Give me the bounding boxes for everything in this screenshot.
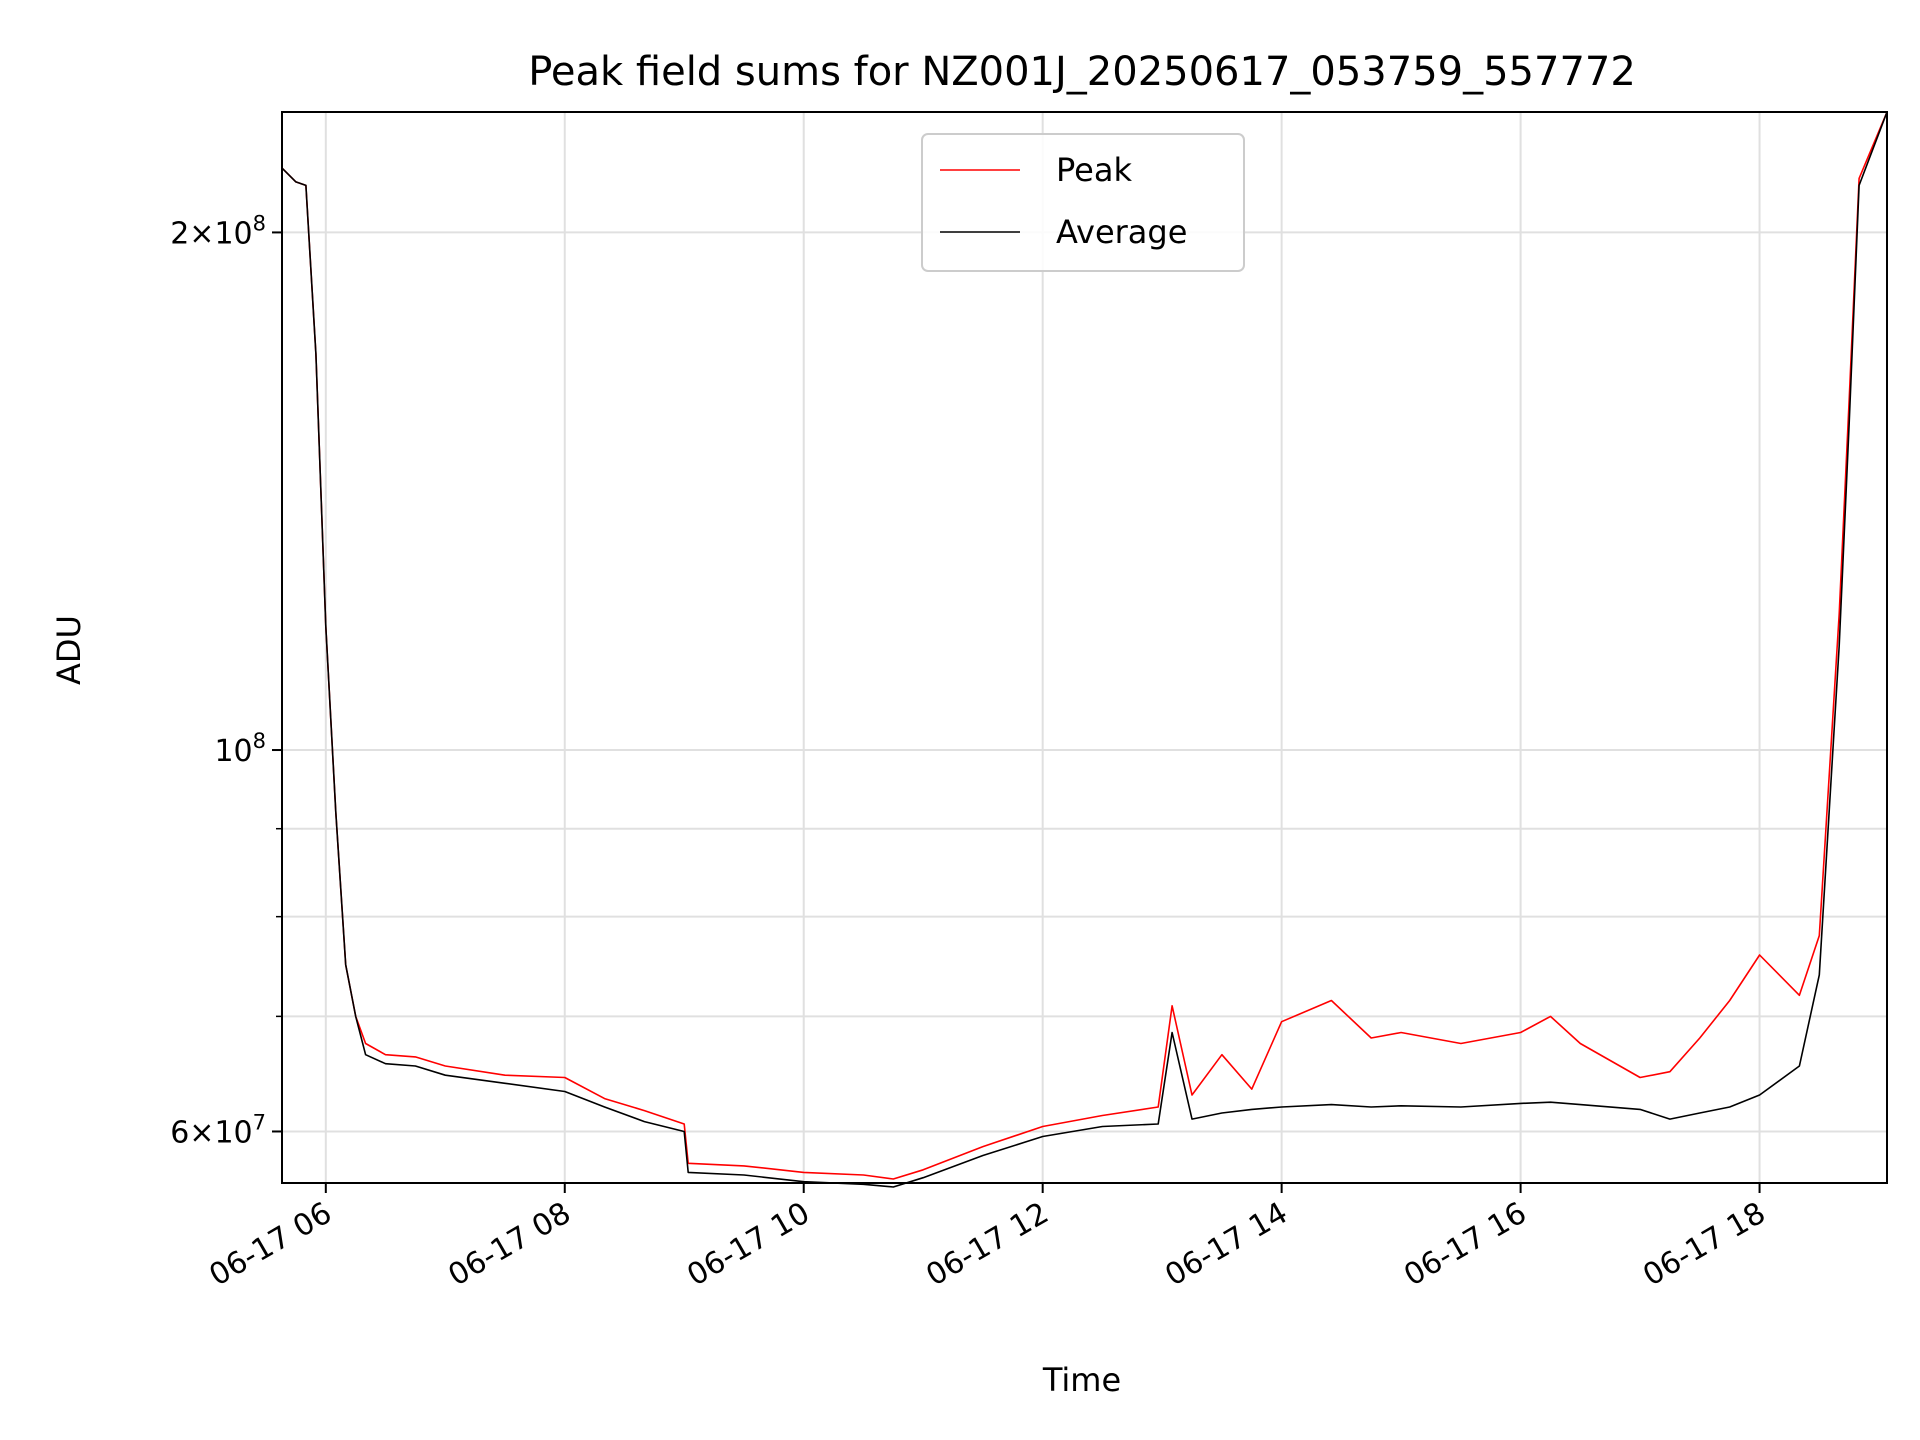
- y-tick-exponent: 8: [253, 211, 266, 235]
- series-peak-line: [281, 111, 1888, 1180]
- y-tick-exponent: 8: [253, 729, 266, 753]
- y-tick-label: 6×107: [170, 1110, 266, 1150]
- x-axis-label: Time: [1042, 1361, 1121, 1399]
- legend-label-average: Average: [1056, 213, 1187, 251]
- y-axis-label: ADU: [50, 615, 88, 685]
- y-tick-ten: 10: [214, 216, 252, 251]
- series-lines: [281, 111, 1888, 1188]
- y-tick-ten: 10: [214, 1115, 252, 1150]
- plot-frame: [281, 111, 1888, 1184]
- y-tick-label: 2×108: [170, 211, 266, 251]
- y-tick-base: 6: [170, 1115, 189, 1150]
- series-average-line: [281, 111, 1888, 1188]
- legend-label-peak: Peak: [1056, 151, 1132, 189]
- y-tick-multiply: ×: [189, 216, 214, 251]
- chart-title: Peak field sums for NZ001J_20250617_0537…: [528, 49, 1636, 95]
- y-tick-base: 2: [170, 216, 189, 251]
- legend-box: [921, 133, 1245, 272]
- y-tick-ten: 10: [214, 734, 252, 769]
- y-tick-label: 108: [214, 729, 266, 769]
- legend: Peak Average: [921, 133, 1245, 272]
- y-tick-multiply: ×: [189, 1115, 214, 1150]
- y-tick-exponent: 7: [253, 1110, 266, 1134]
